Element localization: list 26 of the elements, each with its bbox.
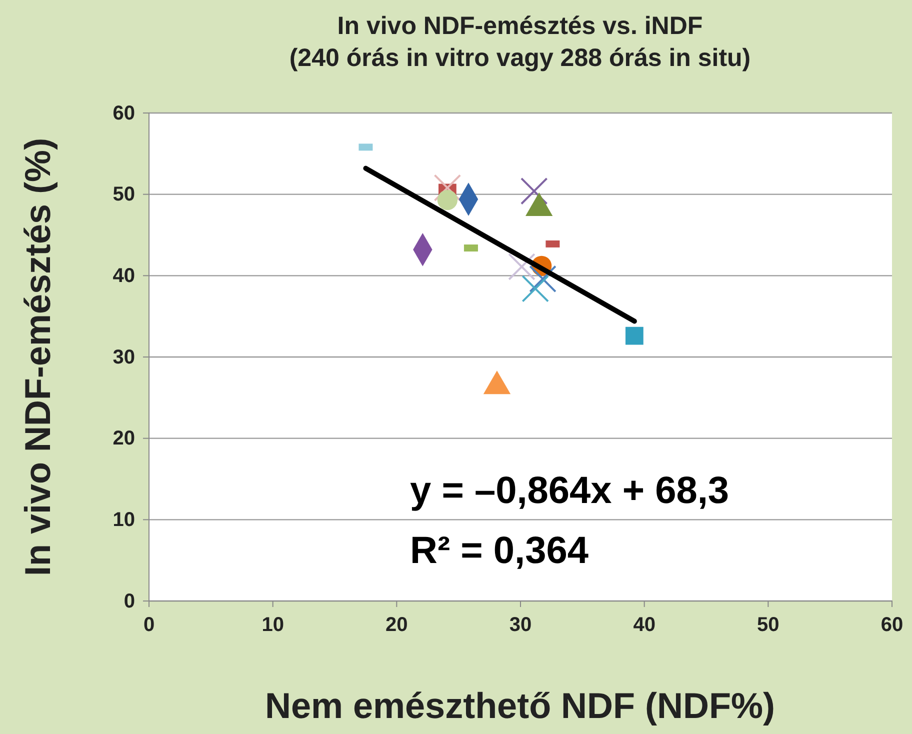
y-tick-label: 60 — [112, 102, 135, 124]
x-tick-label: 10 — [262, 614, 284, 636]
y-tick-label: 20 — [112, 428, 135, 450]
point — [529, 265, 556, 293]
point — [522, 275, 550, 302]
x-tick-label: 20 — [386, 614, 408, 636]
annotation: R² = 0,364 — [410, 530, 588, 572]
x-tick-label: 30 — [509, 614, 532, 636]
annotation: y = –0,864x + 68,3 — [410, 470, 730, 512]
point — [625, 326, 644, 345]
x-axis-title: Nem emészthető NDF (NDF%) — [264, 685, 776, 726]
x-tick-label: 40 — [633, 614, 656, 636]
chart-subtitle: (240 órás in vitro vagy 288 órás in situ) — [289, 44, 751, 72]
y-tick-label: 10 — [112, 509, 135, 532]
point — [520, 177, 548, 205]
y-tick-label: 30 — [112, 346, 135, 368]
x-tick-label: 50 — [757, 614, 780, 636]
y-axis-title: In vivo NDF-emésztés (%) — [17, 138, 58, 576]
point — [437, 190, 458, 210]
y-tick-label: 0 — [124, 590, 135, 612]
y-tick-label: 40 — [112, 265, 135, 288]
x-tick-label: 60 — [880, 614, 904, 636]
x-tick-label: 0 — [143, 614, 155, 636]
y-tick-label: 50 — [112, 184, 135, 206]
point — [508, 253, 536, 280]
chart-title: In vivo NDF-emésztés vs. iNDF — [337, 12, 703, 40]
